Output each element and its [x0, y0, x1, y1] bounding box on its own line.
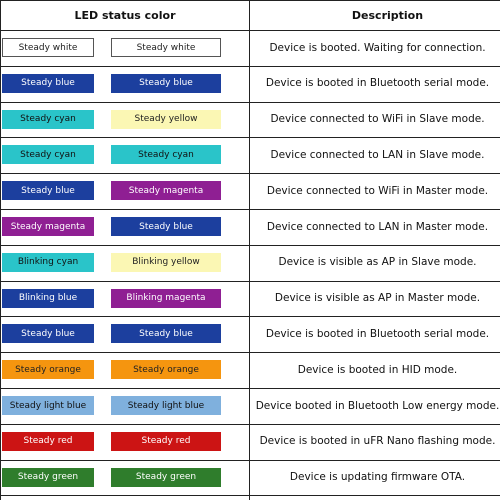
- led-color-chip-secondary: Steady blue: [111, 217, 221, 236]
- led-status-column-header: LED status color: [74, 8, 176, 22]
- led-color-chip-secondary: Steady green: [111, 467, 221, 487]
- table-border-left: [0, 0, 1, 500]
- row-description: Device connected to LAN in Master mode.: [266, 220, 489, 233]
- row-divider: [0, 245, 500, 246]
- row-divider: [0, 173, 500, 174]
- row-divider: [0, 388, 500, 389]
- led-color-chip-secondary: Steady light blue: [111, 396, 221, 415]
- led-color-chip-secondary: Steady blue: [111, 324, 221, 344]
- table-row: Steady cyan Steady yellow Device connected…: [0, 102, 500, 137]
- led-color-chip-secondary: Blinking yellow: [111, 252, 221, 272]
- led-color-chip-primary: Steady light blue: [2, 396, 94, 415]
- led-color-chip-secondary: Steady red: [111, 431, 221, 451]
- table-row: Steady orange Steady orange Device is boot…: [0, 352, 500, 387]
- led-color-chip-primary: Steady cyan: [2, 145, 94, 165]
- row-description: Device is booted in HID mode.: [297, 363, 458, 376]
- row-divider: [0, 352, 500, 353]
- row-description: Device is booted in Bluetooth serial mod…: [265, 327, 490, 340]
- led-color-chip-secondary: Blinking magenta: [111, 288, 221, 308]
- row-divider: [0, 316, 500, 317]
- led-color-chip-secondary: Steady cyan: [111, 145, 221, 165]
- led-color-chip-primary: Blinking cyan: [2, 252, 94, 272]
- row-divider: [0, 460, 500, 461]
- led-color-chip-primary: Steady white: [2, 38, 94, 57]
- description-column-header: Description: [351, 8, 424, 22]
- row-divider: [0, 424, 500, 425]
- row-divider: [0, 495, 500, 496]
- row-divider: [0, 102, 500, 103]
- row-description: Device is visible as AP in Master mode.: [274, 292, 481, 305]
- table-row: Steady blue Steady blue Device is booted i…: [0, 66, 500, 101]
- row-divider: [0, 137, 500, 138]
- led-color-chip-primary: Blinking blue: [2, 288, 94, 308]
- row-description: Device booted in Bluetooth Low energy mo…: [255, 399, 500, 412]
- table-row: Steady light blue Steady light blue Device…: [0, 388, 500, 423]
- led-color-chip-primary: Steady blue: [2, 73, 94, 93]
- led-color-chip-primary: Steady magenta: [2, 217, 94, 236]
- led-color-chip-primary: Steady blue: [2, 181, 94, 201]
- table-row: Blinking blue Blinking magenta Device is v…: [0, 281, 500, 316]
- row-description: Device connected to WiFi in Slave mode.: [270, 113, 485, 126]
- row-description: Device is updating firmware OTA.: [289, 471, 466, 484]
- table-row: Steady blue Steady blue Device is booted i…: [0, 316, 500, 351]
- led-color-chip-primary: Steady cyan: [2, 109, 94, 129]
- row-divider: [0, 281, 500, 282]
- led-color-chip-primary: Steady green: [2, 467, 94, 487]
- table-row: Steady magenta Steady blue Device connecte…: [0, 209, 500, 244]
- row-description: Device is visible as AP in Slave mode.: [278, 256, 477, 269]
- led-color-chip-secondary: Steady blue: [111, 73, 221, 93]
- table-row: Steady blue Steady magenta Device connecte…: [0, 173, 500, 208]
- row-description: Device is booted in Bluetooth serial mod…: [265, 77, 490, 90]
- table-row: Steady cyan Steady cyan Device connected t…: [0, 137, 500, 172]
- table-row: Steady green Steady green Device is updati…: [0, 460, 500, 495]
- row-description: Device is booted in uFR Nano flashing mo…: [259, 435, 496, 448]
- led-color-chip-secondary: Steady magenta: [111, 181, 221, 201]
- table-row: Steady red Steady red Device is booted in …: [0, 424, 500, 459]
- table-border-top: [0, 0, 500, 1]
- led-color-chip-secondary: Steady orange: [111, 360, 221, 380]
- header-divider: [0, 30, 500, 31]
- row-description: Device connected to LAN in Slave mode.: [270, 148, 485, 161]
- row-divider: [0, 66, 500, 67]
- led-color-chip-secondary: Steady yellow: [111, 109, 221, 129]
- led-color-chip-primary: Steady blue: [2, 324, 94, 344]
- row-divider: [0, 209, 500, 210]
- led-color-chip-primary: Steady orange: [2, 360, 94, 380]
- led-color-chip-secondary: Steady white: [111, 38, 221, 57]
- table-row: Steady white Steady white Device is booted…: [0, 30, 500, 65]
- row-description: Device is booted. Waiting for connection…: [269, 41, 486, 54]
- table-row: Blinking cyan Blinking yellow Device is vi…: [0, 245, 500, 280]
- led-color-chip-primary: Steady red: [2, 431, 94, 451]
- row-description: Device connected to WiFi in Master mode.: [266, 184, 489, 197]
- column-divider: [249, 0, 250, 500]
